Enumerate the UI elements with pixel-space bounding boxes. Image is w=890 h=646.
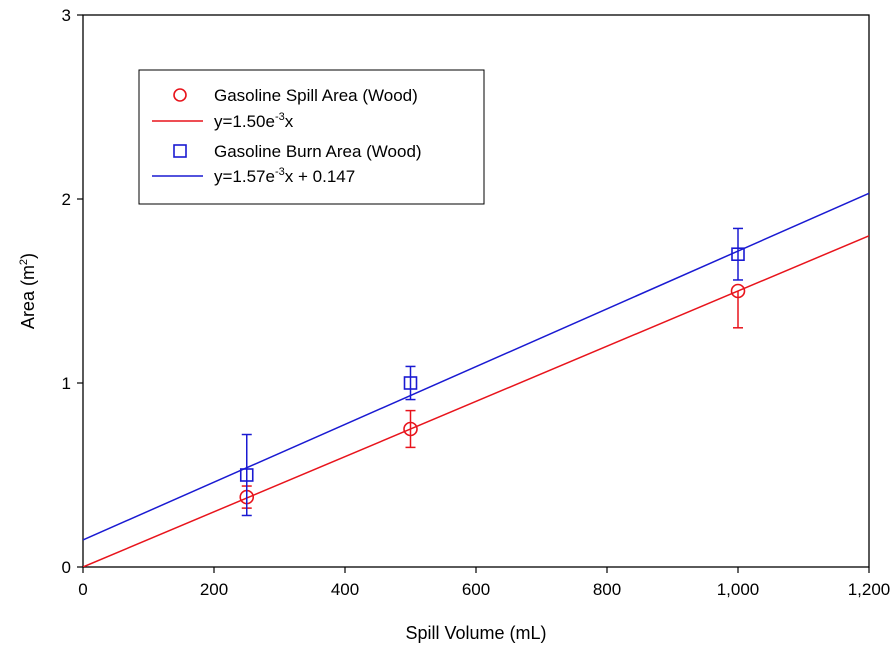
legend-box <box>138 69 485 205</box>
y-tick-label: 3 <box>62 6 71 25</box>
legend-marker-spill <box>173 88 187 102</box>
markers-layer <box>239 227 746 517</box>
burn-fit-line <box>83 192 869 541</box>
y-axis-title: Area (m2) <box>18 253 38 329</box>
legend-label-burn: Gasoline Burn Area (Wood) <box>214 142 422 161</box>
legend-label-burn-fit: y=1.57e-3x + 0.147 <box>214 166 355 186</box>
x-axis: 0 200 400 600 800 1,000 1,200 <box>78 567 890 599</box>
legend: Gasoline Spill Area (Wood) y=1.50e-3x Ga… <box>138 69 485 205</box>
burn-point <box>731 247 745 261</box>
y-axis: 0 1 2 3 <box>62 6 83 577</box>
x-tick-label: 1,200 <box>848 580 890 599</box>
x-tick-label: 400 <box>331 580 359 599</box>
y-tick-label: 2 <box>62 190 71 209</box>
spill-point <box>403 421 418 437</box>
x-tick-label: 1,000 <box>717 580 760 599</box>
burn-point <box>403 376 418 390</box>
legend-marker-burn <box>173 144 187 158</box>
burn-point <box>239 468 254 482</box>
y-tick-label: 1 <box>62 374 71 393</box>
x-axis-title: Spill Volume (mL) <box>405 623 546 643</box>
legend-label-spill: Gasoline Spill Area (Wood) <box>214 86 418 105</box>
spill-fit-line <box>83 235 869 567</box>
x-tick-label: 800 <box>593 580 621 599</box>
spill-point <box>730 283 746 299</box>
x-tick-label: 0 <box>78 580 87 599</box>
series-layer <box>83 192 869 567</box>
x-tick-label: 600 <box>462 580 490 599</box>
y-tick-label: 0 <box>62 558 71 577</box>
legend-label-spill-fit: y=1.50e-3x <box>214 111 294 131</box>
x-tick-label: 200 <box>200 580 228 599</box>
